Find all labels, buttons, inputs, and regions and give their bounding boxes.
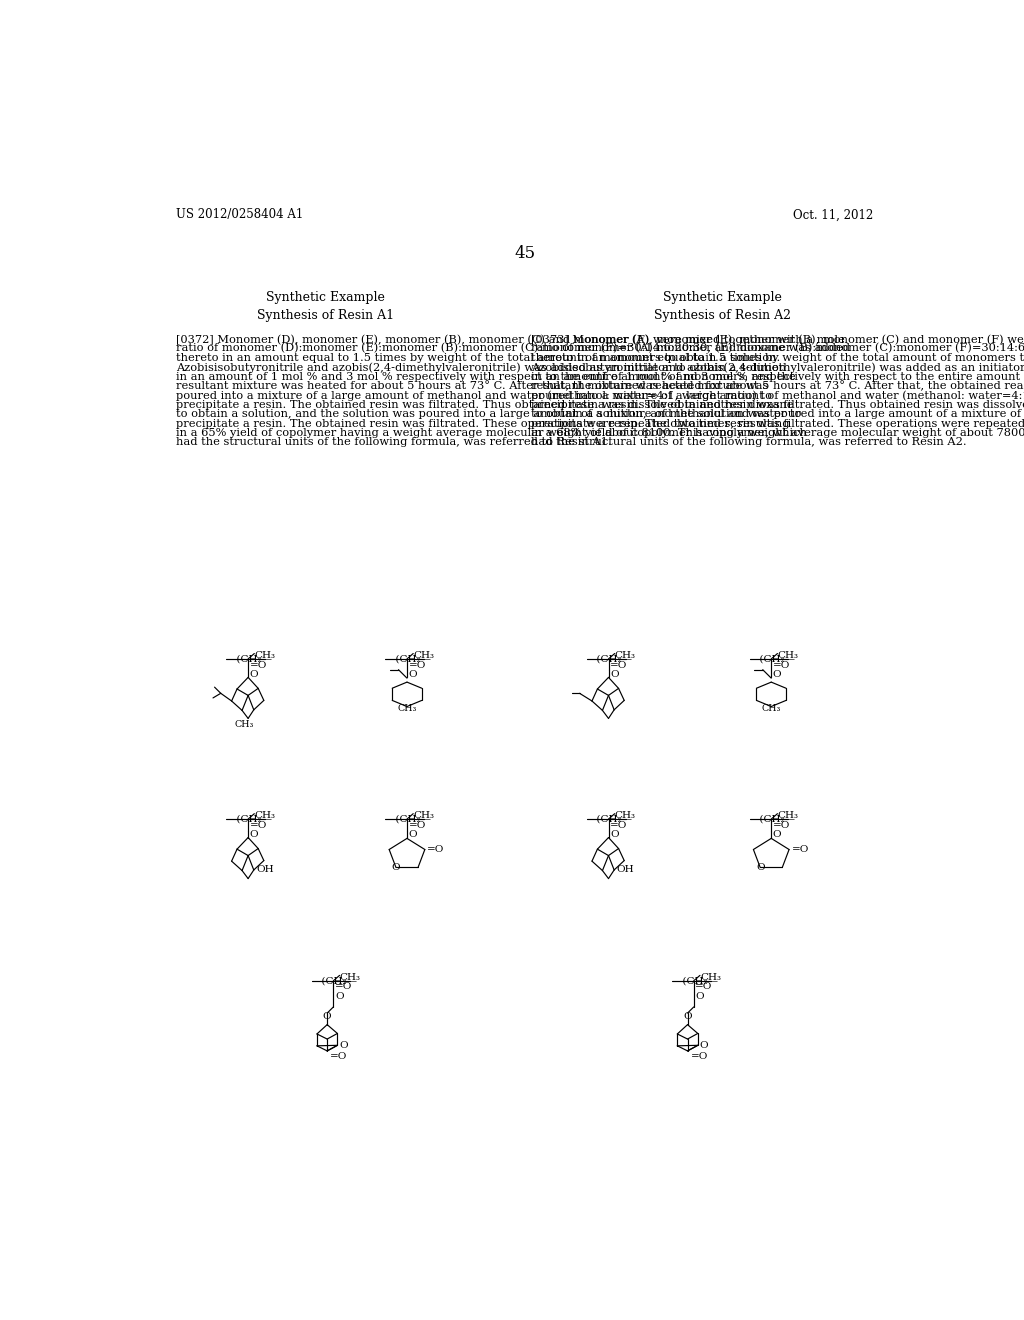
Text: —(CH₂—: —(CH₂— (385, 814, 431, 824)
Text: Azobisisobutyronitrile and azobis(2,4-dimethylvaleronitrile) was added as an ini: Azobisisobutyronitrile and azobis(2,4-di… (531, 362, 1024, 372)
Text: O: O (610, 669, 618, 678)
Text: =O: =O (690, 1052, 708, 1061)
Text: =O: =O (250, 821, 267, 830)
Text: precipitate a resin. The obtained resin was filtrated. These operations were rep: precipitate a resin. The obtained resin … (531, 418, 1024, 429)
Text: =O: =O (792, 845, 809, 854)
Text: precipitate a resin. The obtained resin was filtrated. Thus obtained resin was d: precipitate a resin. The obtained resin … (531, 400, 1024, 409)
Text: had the structural units of the following formula, was referred to Resin A1.: had the structural units of the followin… (176, 437, 611, 447)
Text: precipitate a resin. The obtained resin was filtrated. These operations were rep: precipitate a resin. The obtained resin … (176, 418, 790, 429)
Text: resultant mixture was heated for about 5 hours at 73° C. After that, the obtaine: resultant mixture was heated for about 5… (531, 381, 1024, 392)
Text: CH₃: CH₃ (254, 651, 275, 660)
Text: Synthetic Example: Synthetic Example (663, 290, 782, 304)
Text: O: O (391, 863, 400, 873)
Text: —(CH₂—: —(CH₂— (750, 814, 796, 824)
Text: O: O (756, 863, 765, 873)
Text: =O: =O (335, 982, 352, 991)
Text: —(CH₂—: —(CH₂— (385, 655, 431, 664)
Text: OH: OH (256, 866, 273, 874)
Text: O: O (610, 830, 618, 840)
Text: CH₃: CH₃ (414, 812, 434, 820)
Text: =O: =O (409, 821, 426, 830)
Text: Oct. 11, 2012: Oct. 11, 2012 (794, 209, 873, 222)
Text: US 2012/0258404 A1: US 2012/0258404 A1 (176, 209, 303, 222)
Text: =O: =O (695, 982, 713, 991)
Text: Synthesis of Resin A2: Synthesis of Resin A2 (654, 309, 791, 322)
Text: O: O (323, 1011, 332, 1020)
Text: O: O (409, 669, 417, 678)
Text: ratio of monomer (D):monomer (E):monomer (B):monomer (C):monomer (F)=30:14:6:20:: ratio of monomer (D):monomer (E):monomer… (176, 343, 850, 354)
Text: =O: =O (773, 660, 791, 669)
Text: CH₃: CH₃ (340, 973, 360, 982)
Text: in a 65% yield of copolymer having a weight average molecular weight of about 81: in a 65% yield of copolymer having a wei… (176, 428, 807, 438)
Text: CH₃: CH₃ (777, 812, 799, 820)
Text: =O: =O (250, 660, 267, 669)
Text: =O: =O (773, 821, 791, 830)
Text: Azobisisobutyronitrile and azobis(2,4-dimethylvaleronitrile) was added as an ini: Azobisisobutyronitrile and azobis(2,4-di… (176, 362, 786, 372)
Text: =O: =O (610, 821, 628, 830)
Text: =O: =O (331, 1052, 348, 1061)
Text: resultant mixture was heated for about 5 hours at 73° C. After that, the obtaine: resultant mixture was heated for about 5… (176, 381, 768, 392)
Text: —(CH₂—: —(CH₂— (311, 977, 357, 985)
Text: CH₃: CH₃ (614, 651, 636, 660)
Text: CH₃: CH₃ (397, 704, 417, 713)
Text: —(CH₂—: —(CH₂— (587, 814, 633, 824)
Text: —(CH₂—: —(CH₂— (226, 814, 272, 824)
Text: CH₃: CH₃ (777, 651, 799, 660)
Text: CH₃: CH₃ (254, 812, 275, 820)
Text: OH: OH (616, 866, 634, 874)
Text: CH₃: CH₃ (700, 973, 721, 982)
Text: had the structural units of the following formula, was referred to Resin A2.: had the structural units of the followin… (531, 437, 967, 447)
Text: =O: =O (610, 660, 628, 669)
Text: O: O (695, 991, 703, 1001)
Text: O: O (250, 830, 258, 840)
Text: in a 68% yield of copolymer having a weight average molecular weight of about 78: in a 68% yield of copolymer having a wei… (531, 428, 1024, 438)
Text: [0373] Monomer (A), monomer (E), monomer (B), monomer (C) and monomer (F) were m: [0373] Monomer (A), monomer (E), monomer… (531, 334, 1024, 345)
Text: in an amount of 1 mol % and 3 mol % respectively with respect to the entire amou: in an amount of 1 mol % and 3 mol % resp… (176, 371, 796, 381)
Text: thereto in an amount equal to 1.5 times by weight of the total amount of monomer: thereto in an amount equal to 1.5 times … (531, 352, 1024, 363)
Text: O: O (250, 669, 258, 678)
Text: —(CH₂—: —(CH₂— (226, 655, 272, 664)
Text: =O: =O (409, 660, 426, 669)
Text: O: O (773, 830, 781, 840)
Text: Synthetic Example: Synthetic Example (266, 290, 385, 304)
Text: poured into a mixture of a large amount of methanol and water (methanol: water=4: poured into a mixture of a large amount … (531, 391, 1024, 401)
Text: —(CH₂—: —(CH₂— (587, 655, 633, 664)
Text: precipitate a resin. The obtained resin was filtrated. Thus obtained resin was d: precipitate a resin. The obtained resin … (176, 400, 794, 409)
Text: O: O (683, 1011, 692, 1020)
Text: CH₃: CH₃ (762, 704, 781, 713)
Text: =O: =O (427, 845, 444, 854)
Text: 45: 45 (514, 244, 536, 261)
Text: ratio of monomer (A):monomer (E):monomer (B):monomer (C):monomer (F)=30:14:6:20:: ratio of monomer (A):monomer (E):monomer… (531, 343, 1024, 354)
Text: O: O (699, 1040, 708, 1049)
Text: O: O (335, 991, 343, 1001)
Text: O: O (773, 669, 781, 678)
Text: —(CH₂—: —(CH₂— (750, 655, 796, 664)
Text: O: O (339, 1040, 347, 1049)
Text: [0372] Monomer (D), monomer (E), monomer (B), monomer (C) and monomer (F) were m: [0372] Monomer (D), monomer (E), monomer… (176, 334, 845, 345)
Text: Synthesis of Resin A1: Synthesis of Resin A1 (257, 309, 394, 322)
Text: thereto in an amount equal to 1.5 times by weight of the total amount of monomer: thereto in an amount equal to 1.5 times … (176, 352, 780, 363)
Text: to obtain a solution, and the solution was poured into a large amount of a mixtu: to obtain a solution, and the solution w… (176, 409, 802, 420)
Text: in an amount of 1 mol % and 3 mol % respectively with respect to the entire amou: in an amount of 1 mol % and 3 mol % resp… (531, 371, 1024, 381)
Text: to obtain a solution, and the solution was poured into a large amount of a mixtu: to obtain a solution, and the solution w… (531, 409, 1024, 420)
Text: —(CH₂—: —(CH₂— (672, 977, 718, 985)
Text: CH₃: CH₃ (614, 812, 636, 820)
Text: O: O (409, 830, 417, 840)
Text: CH₃: CH₃ (414, 651, 434, 660)
Text: CH₃: CH₃ (234, 719, 254, 729)
Text: poured into a mixture of a large amount of methanol and water (methanol: water=4: poured into a mixture of a large amount … (176, 391, 772, 401)
